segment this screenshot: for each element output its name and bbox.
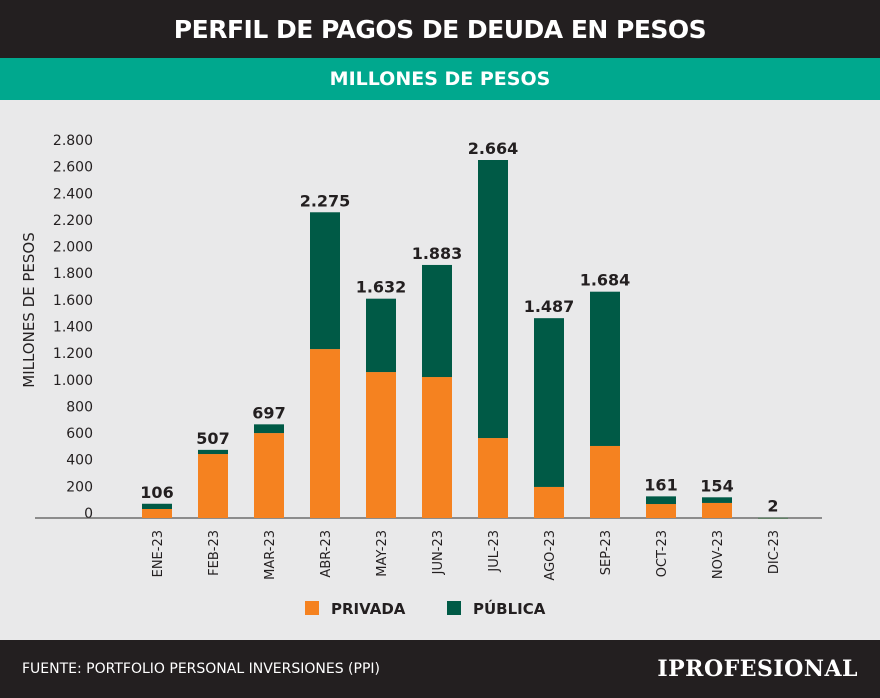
- bar-privada: [478, 438, 508, 518]
- y-tick-label: 200: [66, 479, 93, 495]
- bar-pública: [534, 318, 564, 487]
- total-data-label: 2.664: [468, 139, 519, 158]
- bar-privada: [590, 445, 620, 518]
- logo: IPROFESIONAL: [657, 656, 858, 682]
- bar-pública: [478, 160, 508, 439]
- y-tick-label: 1.000: [53, 373, 93, 389]
- legend-label: PRIVADA: [331, 600, 406, 618]
- chart-subtitle: MILLONES DE PESOS: [0, 58, 880, 100]
- bar-pública: [366, 298, 396, 373]
- y-tick-label: 1.200: [53, 346, 93, 362]
- y-tick-label: 2.400: [53, 186, 93, 202]
- y-tick-label: 2.000: [53, 240, 93, 256]
- total-data-label: 697: [252, 403, 285, 422]
- x-tick-label: MAR-23: [263, 530, 278, 580]
- legend-swatch: [305, 601, 319, 615]
- x-tick-label: OCT-23: [655, 530, 670, 577]
- bar-privada: [366, 372, 396, 518]
- x-tick-label: JUL-23: [487, 530, 502, 573]
- y-tick-label: 400: [66, 453, 93, 469]
- bar-privada: [254, 433, 284, 518]
- x-tick-label: JUN-23: [431, 530, 446, 575]
- total-data-label: 161: [644, 475, 677, 494]
- chart-title: PERFIL DE PAGOS DE DEUDA EN PESOS: [0, 0, 880, 58]
- bar-privada: [142, 508, 172, 518]
- y-tick-label: 1.800: [53, 266, 93, 282]
- total-data-label: 2.275: [300, 191, 351, 210]
- bar-privada: [646, 504, 676, 518]
- x-tick-label: DIC-23: [767, 530, 782, 574]
- bar-privada: [534, 486, 564, 518]
- bar-pública: [590, 291, 620, 446]
- bar-pública: [422, 264, 452, 378]
- x-tick-label: SEP-23: [599, 530, 614, 575]
- x-tick-label: NOV-23: [711, 530, 726, 579]
- bar-pública: [310, 212, 340, 350]
- y-tick-label: 2.200: [53, 213, 93, 229]
- stacked-bar-chart: 0 200 400 600 800 1.000 1.200 1.400 1.600 1.800 2.…: [20, 133, 822, 618]
- total-data-label: 1.883: [412, 244, 463, 263]
- total-data-label: 1.684: [580, 271, 631, 290]
- x-tick-label: FEB-23: [207, 530, 222, 576]
- total-data-label: 1.487: [524, 297, 575, 316]
- total-data-label: 507: [196, 429, 229, 448]
- legend-label: PÚBLICA: [473, 599, 546, 618]
- y-tick-label: 600: [66, 426, 93, 442]
- x-tick-label: MAY-23: [375, 530, 390, 577]
- bar-pública: [198, 449, 228, 455]
- bar-pública: [702, 497, 732, 503]
- bar-privada: [310, 349, 340, 518]
- bar-pública: [646, 496, 676, 505]
- total-data-label: 1.632: [356, 278, 407, 297]
- y-tick-label: 2.600: [53, 160, 93, 176]
- y-axis-label: MILLONES DE PESOS: [20, 232, 38, 388]
- y-tick-label: 2.800: [53, 133, 93, 149]
- legend-swatch: [447, 601, 461, 615]
- x-tick-label: AGO-23: [543, 530, 558, 581]
- bar-pública: [254, 424, 284, 434]
- total-data-label: 154: [700, 476, 733, 495]
- y-tick-label: 800: [66, 399, 93, 415]
- bar-privada: [702, 502, 732, 518]
- x-tick-label: ABR-23: [319, 530, 334, 578]
- bar-privada: [198, 454, 228, 518]
- bar-pública: [758, 517, 788, 519]
- total-data-label: 2: [767, 497, 778, 516]
- bar-pública: [142, 503, 172, 509]
- y-tick-label: 1.400: [53, 320, 93, 336]
- source-note: FUENTE: PORTFOLIO PERSONAL INVERSIONES (…: [22, 661, 380, 677]
- bar-privada: [422, 377, 452, 518]
- footer: FUENTE: PORTFOLIO PERSONAL INVERSIONES (…: [0, 640, 880, 698]
- y-tick-label: 0: [84, 506, 93, 522]
- y-tick-label: 1.600: [53, 293, 93, 309]
- total-data-label: 106: [140, 483, 173, 502]
- x-tick-label: ENE-23: [151, 530, 166, 577]
